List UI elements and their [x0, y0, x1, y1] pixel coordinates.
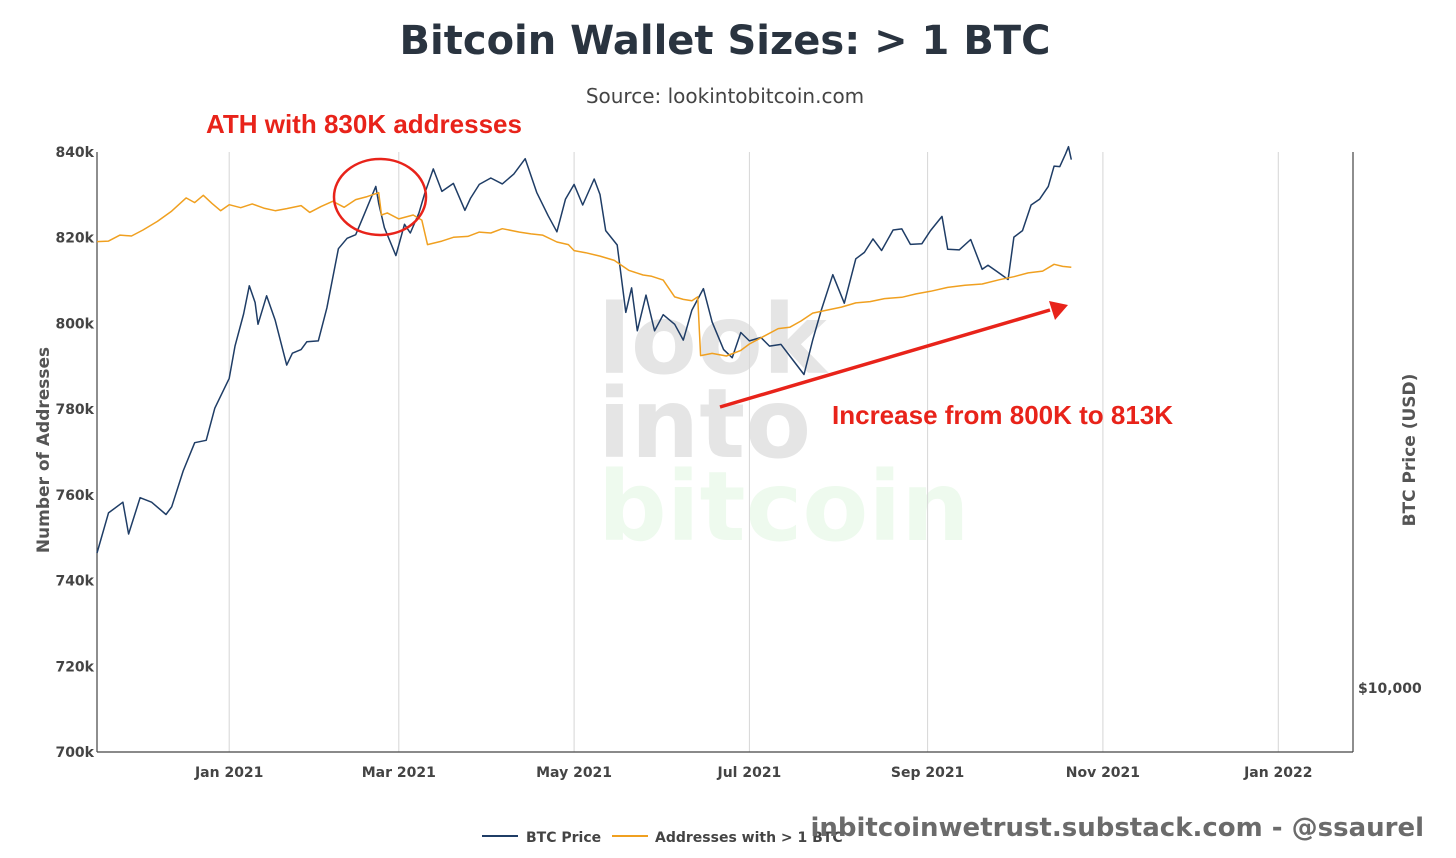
- y-axis-title: Number of Addresses: [34, 347, 54, 553]
- y2-tick-label: $10,000: [1358, 681, 1422, 697]
- credit-text: inbitcoinwetrust.substack.com - @ssaurel: [810, 813, 1424, 843]
- y-tick-label: 800k: [55, 316, 94, 332]
- gridlines: [228, 152, 1279, 752]
- y-tick-label: 720k: [55, 659, 94, 675]
- y-tick-label: 820k: [55, 231, 94, 247]
- watermark: look into bitcoin: [598, 284, 970, 563]
- series-layer: [96, 145, 1073, 554]
- y-tick-label: 840k: [55, 145, 94, 161]
- watermark-into: into: [598, 368, 811, 480]
- chart-title: Bitcoin Wallet Sizes: > 1 BTC: [400, 18, 1051, 64]
- legend-label-addresses: Addresses with > 1 BTC: [655, 830, 843, 846]
- x-tick-label: Nov 2021: [1066, 765, 1140, 781]
- increase-arrow: [719, 308, 1051, 409]
- annotations: ATH with 830K addresses Increase from 80…: [206, 109, 1173, 430]
- ath-annotation-label: ATH with 830K addresses: [206, 109, 522, 139]
- increase-annotation-label: Increase from 800K to 813K: [832, 400, 1173, 430]
- x-tick-label: Jan 2021: [194, 765, 263, 781]
- ath-annotation-circle: [332, 157, 428, 237]
- x-tick-label: Jul 2021: [716, 765, 781, 781]
- y-tick-label: 780k: [55, 402, 94, 418]
- series-line-btc-price: [96, 145, 1073, 554]
- series-line-addresses: [96, 191, 1072, 357]
- y-tick-label: 700k: [55, 745, 94, 761]
- x-tick-label: Mar 2021: [362, 765, 436, 781]
- watermark-bitcoin: bitcoin: [598, 451, 970, 563]
- y2-axis-title: BTC Price (USD): [1400, 374, 1420, 527]
- chart-subtitle: Source: lookintobitcoin.com: [586, 84, 864, 108]
- x-tick-label: May 2021: [536, 765, 612, 781]
- legend-label-btc-price: BTC Price: [526, 830, 601, 846]
- y-tick-label: 740k: [55, 574, 94, 590]
- increase-arrowhead: [1049, 301, 1068, 320]
- x-tick-label: Jan 2022: [1243, 765, 1312, 781]
- watermark-look: look: [598, 284, 829, 396]
- y-tick-label: 760k: [55, 488, 94, 504]
- x-tick-label: Sep 2021: [891, 765, 964, 781]
- axes: Jan 2021 Mar 2021 May 2021 Jul 2021 Sep 2021…: [55, 145, 1422, 781]
- legend: BTC Price Addresses with > 1 BTC: [482, 830, 843, 846]
